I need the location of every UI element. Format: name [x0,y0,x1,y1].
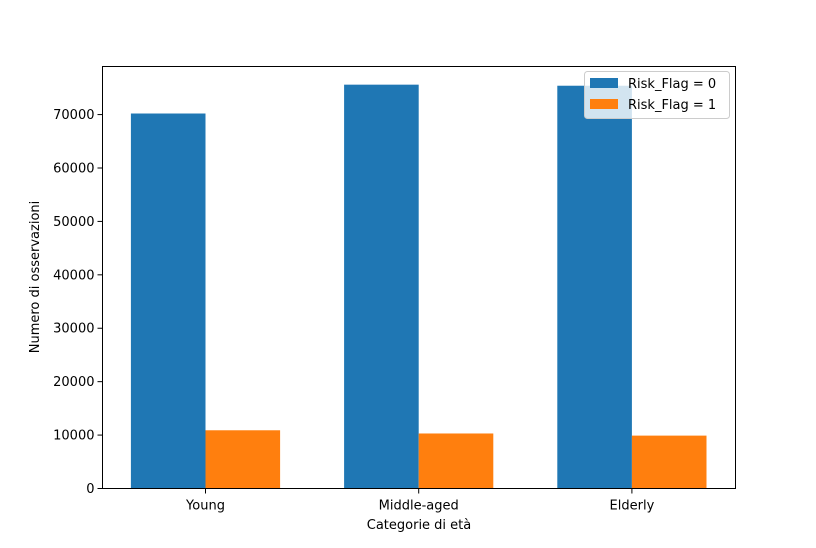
bar-risk0-middle-aged [344,84,419,489]
x-tick-label: Elderly [610,499,655,514]
y-axis-ticks: 0 10000 20000 30000 40000 50000 60000 70000 [53,108,103,497]
legend-label: Risk_Flag = 0 [628,77,716,92]
bars-group [130,84,707,489]
y-tick-label: 10000 [53,429,94,444]
y-tick-label: 60000 [53,161,94,176]
y-axis-label: Numero di osservazioni [28,201,43,354]
bar-risk1-young [205,430,281,489]
y-tick-label: 30000 [53,322,94,337]
legend-swatch [590,78,618,88]
y-tick-label: 50000 [53,215,94,230]
bar-risk1-middle-aged [418,433,494,489]
legend: Risk_Flag = 0 Risk_Flag = 1 [584,71,730,119]
x-tick-label: Young [185,499,225,514]
y-tick-label: 20000 [53,375,94,390]
legend-swatch [590,99,618,109]
bar-risk0-elderly [557,85,632,489]
bar-risk1-elderly [631,435,707,489]
y-tick-label: 70000 [53,108,94,123]
legend-label: Risk_Flag = 1 [628,98,716,113]
x-axis-ticks: Young Middle-aged Elderly [185,488,655,514]
legend-box [584,71,730,119]
y-tick-label: 0 [86,482,94,497]
x-axis-label: Categorie di età [367,518,472,533]
y-tick-label: 40000 [53,268,94,283]
x-tick-label: Middle-aged [379,499,459,514]
bar-risk0-young [130,113,206,489]
